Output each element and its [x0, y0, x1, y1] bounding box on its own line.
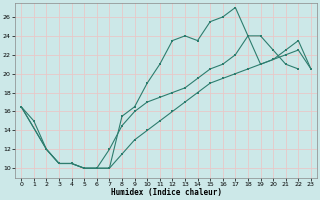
- X-axis label: Humidex (Indice chaleur): Humidex (Indice chaleur): [111, 188, 221, 197]
